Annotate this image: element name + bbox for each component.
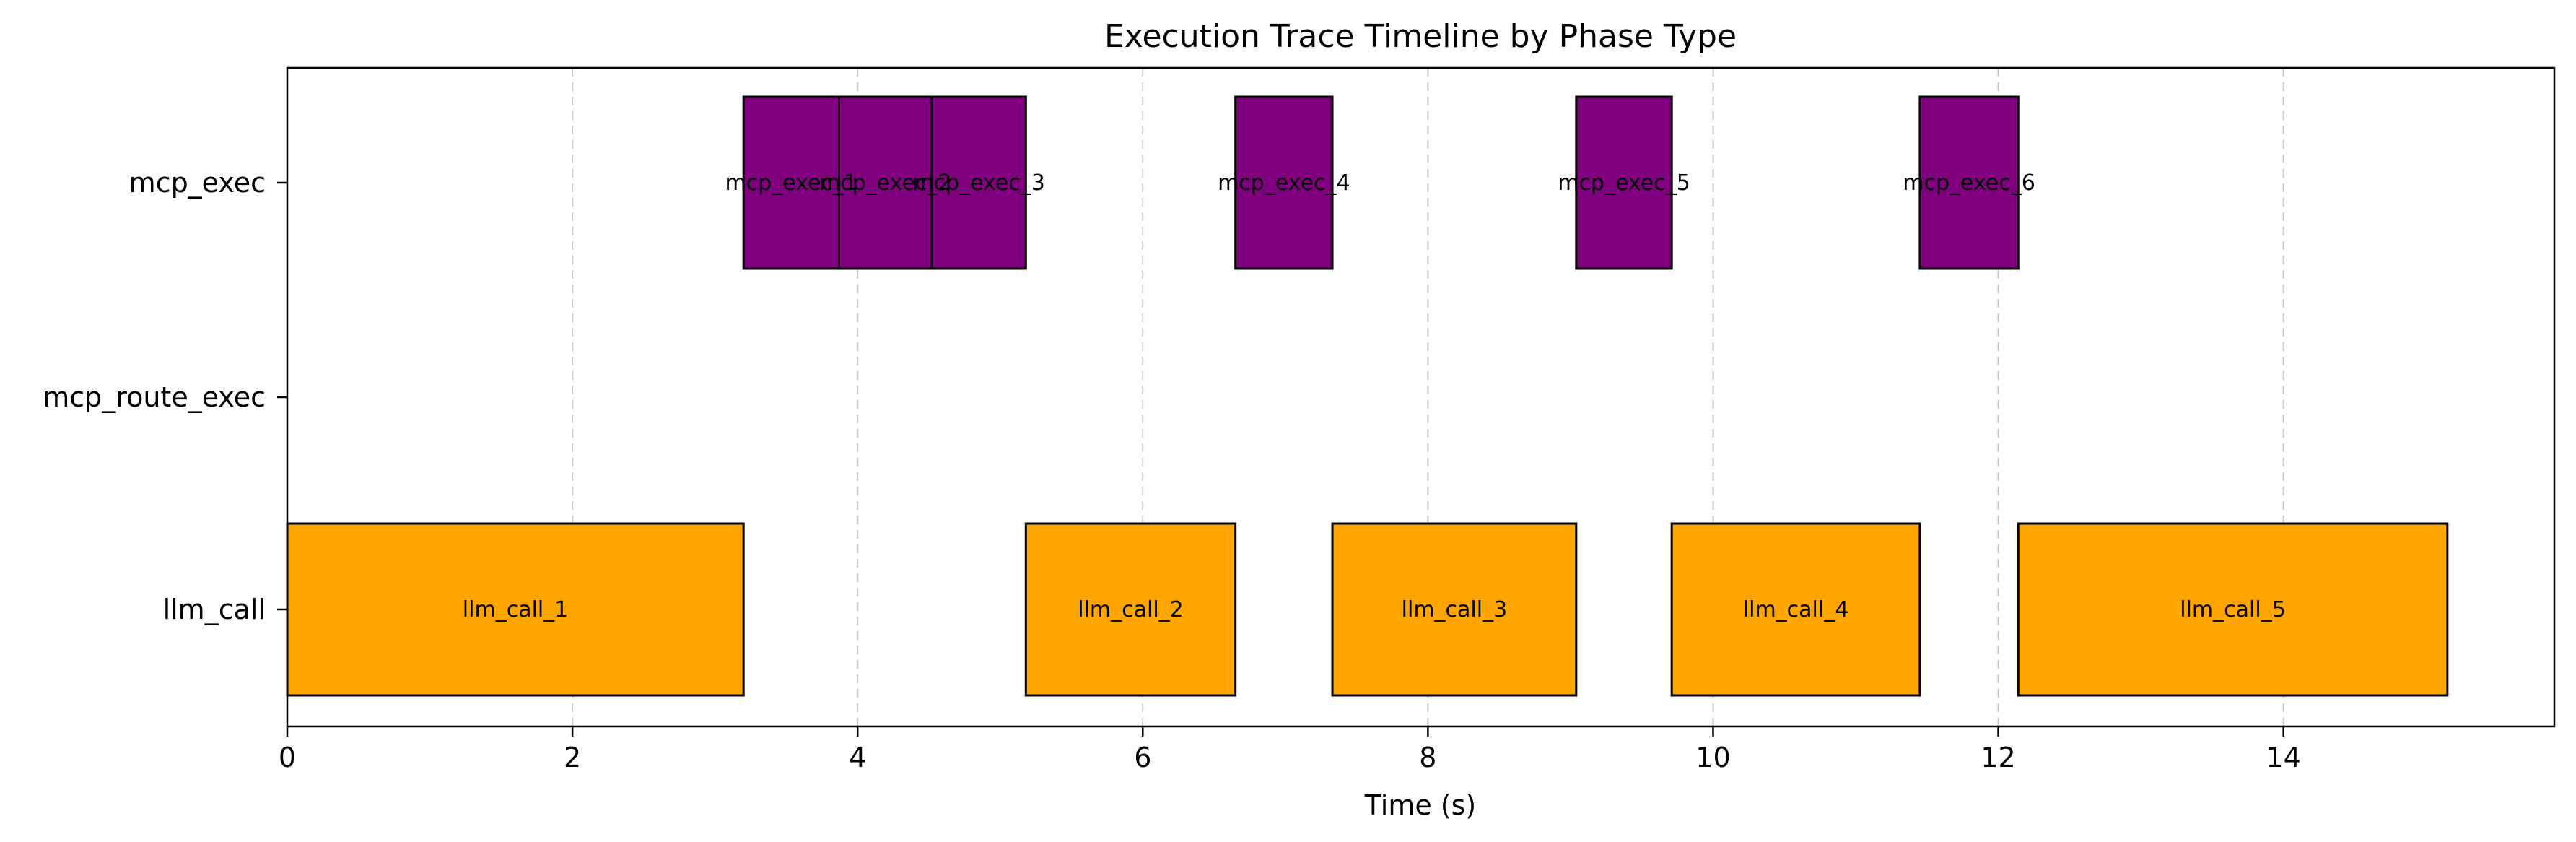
x-tick-label: 2 xyxy=(564,742,581,773)
bar-label: mcp_exec_4 xyxy=(1218,170,1350,196)
x-axis-label: Time (s) xyxy=(1364,789,1477,821)
bar-label: mcp_exec_5 xyxy=(1558,170,1690,196)
bar-label: llm_call_5 xyxy=(2180,597,2286,622)
bar-label: mcp_exec_1 xyxy=(725,170,858,196)
bar-label: mcp_exec_6 xyxy=(1903,170,2035,196)
x-tick-label: 4 xyxy=(849,742,866,773)
bar-llm_call_5 xyxy=(2017,522,2449,697)
bar-label: llm_call_3 xyxy=(1402,597,1508,622)
y-tick-label: mcp_exec xyxy=(129,167,266,199)
bar-mcp_exec_4 xyxy=(1234,95,1334,270)
x-tick-label: 14 xyxy=(2266,742,2300,773)
bar-label: llm_call_1 xyxy=(463,597,569,622)
bar-label: mcp_exec_3 xyxy=(912,170,1045,196)
x-tick-label: 10 xyxy=(1695,742,1730,773)
bar-llm_call_3 xyxy=(1331,522,1578,697)
y-tick-label: mcp_route_exec xyxy=(43,381,266,413)
bar-llm_call_1 xyxy=(286,522,745,697)
x-tick-label: 0 xyxy=(279,742,296,773)
y-tick-label: llm_call xyxy=(163,594,266,625)
x-axis-ticks: 0 2 4 6 8 10 12 14 xyxy=(279,726,2301,773)
x-tick-label: 6 xyxy=(1134,742,1151,773)
bar-mcp_exec_6 xyxy=(1918,95,2020,270)
bar-llm_call_2 xyxy=(1024,522,1237,697)
bar-mcp_exec_1 xyxy=(742,95,841,270)
bars: llm_call_1 mcp_exec_1mcp_exec_2mcp_exec_3… xyxy=(286,95,2449,697)
x-tick-label: 12 xyxy=(1981,742,2015,773)
bar-llm_call_4 xyxy=(1670,522,1921,697)
chart-title: Execution Trace Timeline by Phase Type xyxy=(1104,18,1737,55)
y-axis-ticks: mcp_exec mcp_route_exec llm_call xyxy=(43,167,287,625)
bar-label: llm_call_2 xyxy=(1078,597,1184,622)
bar-mcp_exec_5 xyxy=(1575,95,1673,270)
x-tick-label: 8 xyxy=(1419,742,1436,773)
bar-label: llm_call_4 xyxy=(1743,597,1849,622)
bar-label: mcp_exec_2 xyxy=(819,170,952,196)
bar-mcp_exec_3 xyxy=(930,95,1027,270)
